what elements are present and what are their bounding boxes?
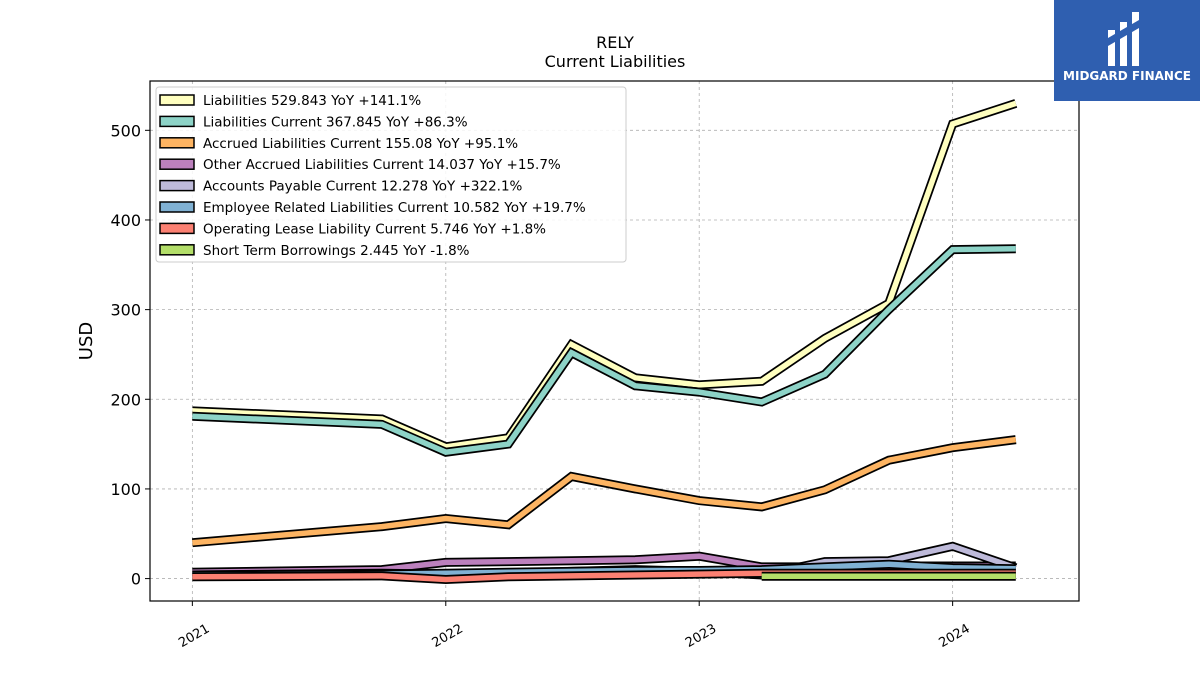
- y-tick-label: 200: [110, 390, 141, 409]
- y-tick-label: 100: [110, 480, 141, 499]
- chart-subtitle: Current Liabilities: [545, 52, 686, 71]
- legend-entry: Liabilities 529.843 YoY +141.1%: [203, 93, 421, 109]
- y-axis-label: USD: [76, 322, 97, 360]
- y-tick-label: 300: [110, 301, 141, 320]
- legend-swatch: [159, 158, 195, 170]
- legend-entry: Accrued Liabilities Current 155.08 YoY +…: [203, 136, 518, 152]
- legend-swatch: [159, 115, 195, 128]
- x-tick-label: 2024: [936, 621, 972, 651]
- legend-entry: Liabilities Current 367.845 YoY +86.3%: [203, 114, 468, 130]
- x-tick-label: 2021: [176, 621, 212, 651]
- y-tick-label: 400: [110, 211, 141, 230]
- legend-box: [155, 86, 627, 263]
- legend-entry: Other Accrued Liabilities Current 14.037…: [203, 157, 561, 173]
- x-tick-label: 2023: [683, 621, 719, 651]
- legend: Liabilities 529.843 YoY +141.1% Liabiliti…: [155, 86, 627, 263]
- series-line: [192, 245, 1016, 456]
- legend-swatch: [159, 179, 195, 192]
- series-line: [192, 100, 1017, 450]
- legend-entry: Accounts Payable Current 12.278 YoY +322…: [203, 179, 523, 195]
- series-layer: [192, 99, 1018, 585]
- series-line: [192, 436, 1017, 546]
- x-tick-label: 2022: [430, 621, 466, 651]
- y-tick-label: 500: [110, 121, 141, 140]
- legend-swatch: [159, 137, 195, 149]
- logo-mark-icon: [1108, 12, 1139, 66]
- x-axis-ticks: 2021 2022 2023 2024: [176, 601, 973, 651]
- legend-swatch: [159, 222, 195, 235]
- y-tick-label: 0: [131, 570, 141, 589]
- legend-entry: Operating Lease Liability Current 5.746 …: [203, 221, 546, 237]
- plot-frame: [149, 80, 1080, 602]
- legend-swatch: [159, 244, 195, 256]
- legend-entry: Employee Related Liabilities Current 10.…: [203, 200, 586, 216]
- logo-text: MIDGARD FINANCE: [1063, 69, 1191, 83]
- chart-title: RELY: [596, 33, 634, 52]
- legend-swatch: [159, 201, 195, 213]
- legend-entry: Short Term Borrowings 2.445 YoY -1.8%: [203, 243, 470, 259]
- y-axis-ticks: 0 100 200 300 400 500: [110, 121, 150, 589]
- legend-swatch: [159, 94, 195, 106]
- midgard-finance-logo: MIDGARD FINANCE: [1054, 0, 1200, 101]
- series-outline: [192, 435, 1017, 548]
